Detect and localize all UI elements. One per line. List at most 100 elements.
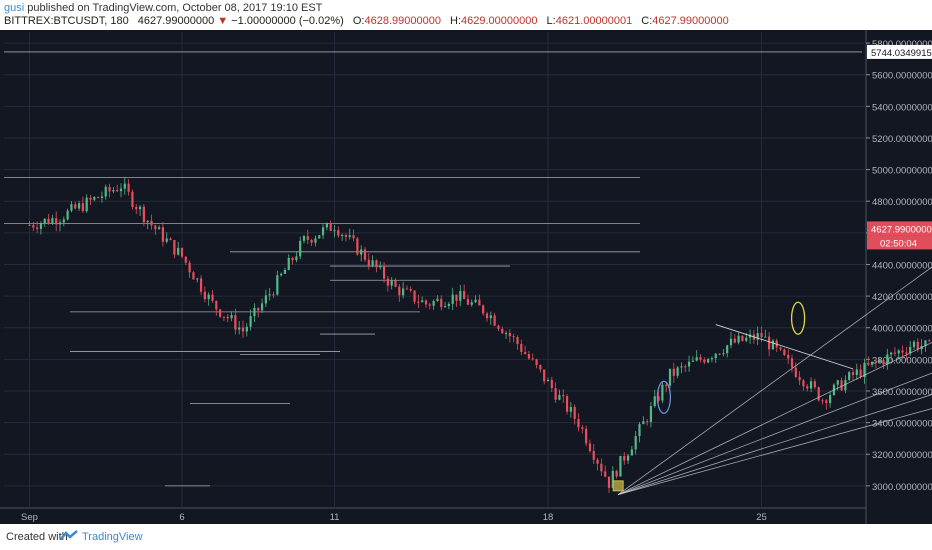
candle-body: [325, 223, 328, 228]
candle-body: [161, 227, 165, 242]
candle-body: [276, 275, 279, 295]
created-with-text: Created with: [6, 531, 68, 543]
change-value: −1.00000000 (−0.02%): [231, 15, 344, 27]
tradingview-link[interactable]: TradingView: [82, 531, 143, 543]
candle-body: [489, 315, 492, 319]
candle-body: [527, 353, 531, 359]
candle-body: [405, 288, 409, 290]
candle-body: [901, 350, 904, 353]
candle-body: [573, 406, 576, 419]
candle-body: [562, 395, 565, 397]
author-link[interactable]: gusi: [4, 2, 25, 14]
y-tick-label: 3800.00000000: [872, 355, 932, 366]
candle-body: [466, 299, 470, 305]
candle-body: [379, 265, 382, 268]
candle-body: [733, 338, 736, 343]
candle-body: [51, 218, 54, 224]
candle-body: [234, 315, 237, 330]
candle-body: [169, 238, 172, 240]
candle-body: [642, 421, 645, 425]
candle-body: [119, 188, 123, 192]
x-tick-label: 11: [330, 512, 340, 523]
candle-body: [306, 236, 309, 240]
candle-body: [855, 369, 858, 376]
candle-body: [588, 443, 592, 451]
candle-body: [585, 428, 588, 444]
candle-body: [535, 359, 538, 365]
candle-body: [928, 340, 931, 342]
candle-body: [756, 333, 759, 340]
candle-body: [482, 305, 485, 314]
countdown-tag-bg: [867, 235, 932, 250]
candle-body: [428, 304, 431, 306]
candle-body: [783, 349, 786, 356]
candle-body: [626, 455, 630, 461]
candle-body: [741, 335, 744, 341]
candle-body: [813, 381, 816, 388]
candle-body: [516, 337, 519, 345]
candle-body: [558, 395, 561, 400]
candle-body: [623, 456, 626, 461]
chart-area[interactable]: 5800.00000000 5600.00000000 5400.00000000 5…: [0, 30, 932, 524]
close-label: C:: [641, 15, 653, 27]
y-tick-label: 3400.00000000: [872, 419, 932, 430]
price-axis-panel: [866, 30, 932, 524]
candle-body: [504, 332, 508, 334]
candle-body: [245, 326, 248, 332]
candle-body: [260, 303, 264, 311]
candle-body: [520, 344, 523, 352]
symbol-info: BITTREX:BTCUSDT, 180 4627.99000000 ▼ −1.…: [4, 15, 729, 27]
candle-body: [196, 278, 199, 280]
candle-body: [272, 294, 275, 296]
candle-body: [241, 327, 245, 332]
candle-body: [440, 298, 443, 308]
candle-body: [295, 256, 298, 261]
candle-body: [363, 249, 367, 260]
candle-body: [180, 247, 184, 257]
candle-body: [691, 360, 694, 362]
y-tick-label: 4000.00000000: [872, 324, 932, 335]
candle-body: [646, 421, 649, 423]
candle-body: [653, 396, 656, 407]
candle-body: [367, 259, 370, 266]
candle-body: [794, 367, 797, 377]
candle-body: [851, 372, 855, 376]
candle-body: [634, 436, 637, 450]
candle-body: [474, 299, 477, 303]
symbol-label: BITTREX:BTCUSDT, 180: [4, 15, 129, 27]
candle-body: [112, 190, 115, 192]
candle-body: [321, 227, 325, 236]
candle-body: [455, 294, 458, 301]
price-chart[interactable]: 5800.00000000 5600.00000000 5400.00000000 5…: [0, 30, 932, 524]
candle-body: [409, 288, 412, 291]
candle-body: [905, 352, 908, 354]
candle-body: [356, 238, 359, 255]
candle-body: [554, 388, 557, 400]
candle-body: [657, 396, 660, 401]
candle-body: [158, 227, 161, 230]
y-tick-label: 4800.00000000: [872, 197, 932, 208]
candle-body: [718, 353, 721, 355]
candle-body: [39, 223, 43, 229]
candle-body: [817, 387, 820, 401]
candle-body: [924, 340, 927, 346]
candle-body: [138, 206, 142, 210]
candle-body: [619, 456, 622, 477]
candle-body: [638, 424, 641, 437]
candle-body: [32, 225, 35, 228]
candle-body: [287, 257, 290, 271]
candle-body: [447, 303, 450, 307]
candle-body: [714, 353, 717, 359]
fan-line: [618, 394, 932, 495]
candle-body: [70, 204, 73, 211]
last-price-tag-bg: [867, 221, 932, 236]
candle-body: [371, 260, 374, 266]
target-price-tag-bg: [867, 44, 932, 59]
x-tick-label: 6: [179, 512, 184, 523]
candle-body: [829, 394, 832, 403]
candle-body: [779, 347, 782, 350]
candle-body: [459, 291, 462, 301]
candle-body: [463, 291, 466, 300]
candle-body: [413, 290, 416, 302]
candle-body: [870, 361, 874, 365]
